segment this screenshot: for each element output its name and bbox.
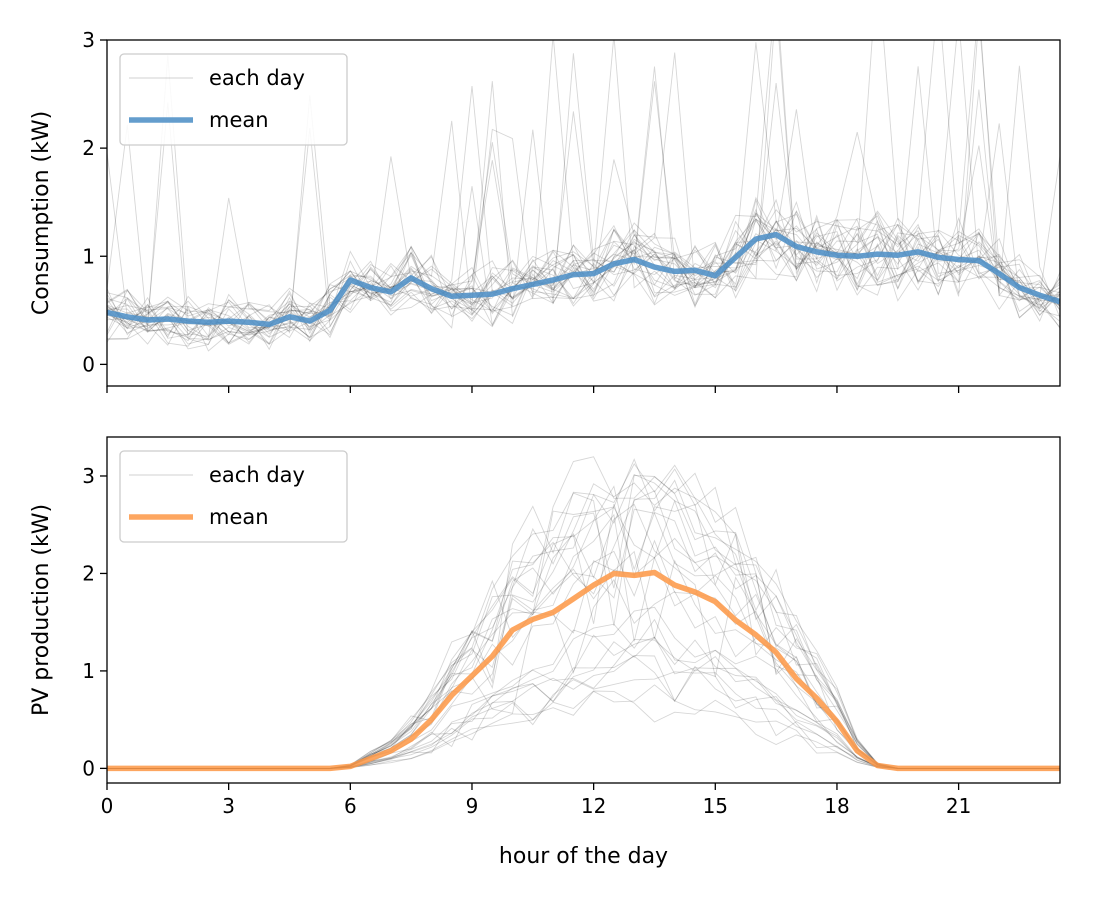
consumption-day-line (107, 198, 1060, 341)
consumption-day-line (107, 217, 1060, 329)
pv-x-tick-label: 21 (946, 794, 971, 818)
pv-x-tick-label: 6 (344, 794, 357, 818)
consumption-y-tick-label: 0 (82, 352, 95, 376)
consumption-day-line (107, 102, 1060, 345)
consumption-day-line (107, 229, 1060, 344)
consumption-day-line (107, 40, 1060, 339)
pv-y-tick-label: 3 (82, 464, 95, 488)
consumption-day-line (107, 218, 1060, 347)
consumption-day-line (107, 83, 1060, 336)
pv-x-tick-label: 18 (824, 794, 849, 818)
pv-y-tick-label: 0 (82, 756, 95, 780)
pv-x-tick-label: 15 (703, 794, 728, 818)
pv-y-tick-label: 1 (82, 659, 95, 683)
consumption-day-line (107, 218, 1060, 351)
consumption-day-line (107, 40, 1060, 338)
consumption-mean-line-group (107, 231, 1060, 328)
pv-x-ticks: 0 3 6 9 12 15 18 21 (101, 783, 971, 818)
pv-legend-label-each-day: each day (209, 463, 305, 487)
consumption-day-line (107, 128, 1060, 344)
consumption-day-line (107, 81, 1060, 334)
consumption-day-line (107, 89, 1060, 350)
pv-y-ticks: 0 1 2 3 (82, 464, 107, 780)
pv-plot-frame (106, 436, 1061, 784)
consumption-y-tick-label: 3 (82, 28, 95, 52)
consumption-plot-frame (106, 39, 1061, 387)
pv-legend-label-mean: mean (209, 505, 269, 529)
pv-x-tick-label: 3 (222, 794, 235, 818)
consumption-y-ticks: 0 1 2 3 (82, 28, 107, 376)
consumption-x-ticks (106, 386, 960, 393)
consumption-day-line (107, 123, 1060, 333)
consumption-day-line (107, 40, 1060, 333)
pv-x-tick-label: 0 (101, 794, 114, 818)
pv-y-tick-label: 2 (82, 561, 95, 585)
consumption-day-line (107, 52, 1060, 344)
pv-x-axis-label: hour of the day (499, 844, 668, 869)
consumption-day-lines (107, 40, 1060, 352)
pv-x-tick-label: 9 (466, 794, 479, 818)
consumption-day-line (107, 40, 1060, 339)
consumption-y-tick-label: 2 (82, 136, 95, 160)
consumption-day-line (107, 40, 1060, 345)
consumption-y-tick-label: 1 (82, 244, 95, 268)
consumption-legend-label-mean: mean (209, 108, 269, 132)
pv-x-tick-label: 12 (581, 794, 606, 818)
pv-y-axis-label: PV production (kW) (29, 504, 54, 716)
pv-legend: each day mean (119, 450, 348, 543)
consumption-day-line (107, 186, 1060, 340)
consumption-y-axis-label: Consumption (kW) (29, 111, 54, 315)
pv-mean-line-group (107, 569, 1060, 772)
consumption-legend: each day mean (119, 53, 348, 146)
consumption-mean-line (107, 231, 1060, 328)
consumption-legend-label-each-day: each day (209, 66, 305, 90)
pv-mean-line (107, 569, 1060, 772)
consumption-panel: 0 1 2 3 Consumption (kW) each day mean (29, 28, 1061, 393)
